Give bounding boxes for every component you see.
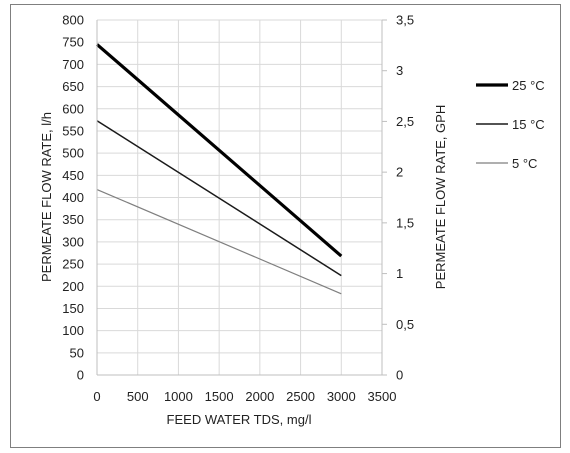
y-tick-label: 750 [62, 35, 84, 50]
series-line [96, 120, 342, 277]
y-tick-label: 100 [62, 323, 84, 338]
x-tick-label: 1000 [164, 389, 193, 404]
legend-label: 5 °C [512, 156, 537, 171]
y-tick-label: 300 [62, 234, 84, 249]
x-tick-label: 3000 [327, 389, 356, 404]
y-tick-label: 350 [62, 212, 84, 227]
y-tick-label: 450 [62, 168, 84, 183]
x-axis-title: FEED WATER TDS, mg/l [167, 412, 312, 427]
x-tick-label: 3500 [368, 389, 397, 404]
y2-tick-label: 3,5 [396, 13, 414, 28]
series-line [95, 43, 343, 258]
legend-label: 15 °C [512, 117, 545, 132]
y-tick-label: 650 [62, 79, 84, 94]
x-tick-label: 2000 [245, 389, 274, 404]
x-tick-label: 1500 [205, 389, 234, 404]
y2-tick-label: 0 [396, 368, 403, 383]
legend-label: 25 °C [512, 78, 545, 93]
y-tick-label: 200 [62, 279, 84, 294]
y-tick-label: 500 [62, 146, 84, 161]
y-tick-label: 400 [62, 190, 84, 205]
y-tick-label: 250 [62, 257, 84, 272]
series-lines [95, 43, 343, 295]
y-tick-label: 0 [77, 368, 84, 383]
tick-labels: 0501001502002503003504004505005506006507… [62, 13, 414, 405]
x-tick-label: 500 [127, 389, 149, 404]
x-tick-label: 0 [93, 389, 100, 404]
y-axis-title: PERMEATE FLOW RATE, l/h [39, 112, 54, 282]
y-tick-label: 800 [62, 13, 84, 28]
y2-tick-label: 0,5 [396, 317, 414, 332]
grid [96, 19, 383, 376]
axes [96, 19, 387, 376]
y2-tick-label: 3 [396, 63, 403, 78]
y2-tick-label: 1 [396, 266, 403, 281]
series-line [96, 188, 342, 295]
y-tick-label: 150 [62, 301, 84, 316]
y-tick-label: 550 [62, 123, 84, 138]
y2-tick-label: 2 [396, 165, 403, 180]
x-tick-label: 2500 [286, 389, 315, 404]
y-tick-label: 50 [70, 345, 84, 360]
chart-frame [10, 4, 561, 448]
y2-axis-title: PERMEATE FLOW RATE, GPH [433, 105, 448, 289]
legend: 25 °C 15 °C 5 °C [476, 78, 545, 171]
y-tick-label: 600 [62, 101, 84, 116]
y-tick-label: 700 [62, 57, 84, 72]
y2-tick-label: 1,5 [396, 215, 414, 230]
y2-tick-label: 2,5 [396, 114, 414, 129]
